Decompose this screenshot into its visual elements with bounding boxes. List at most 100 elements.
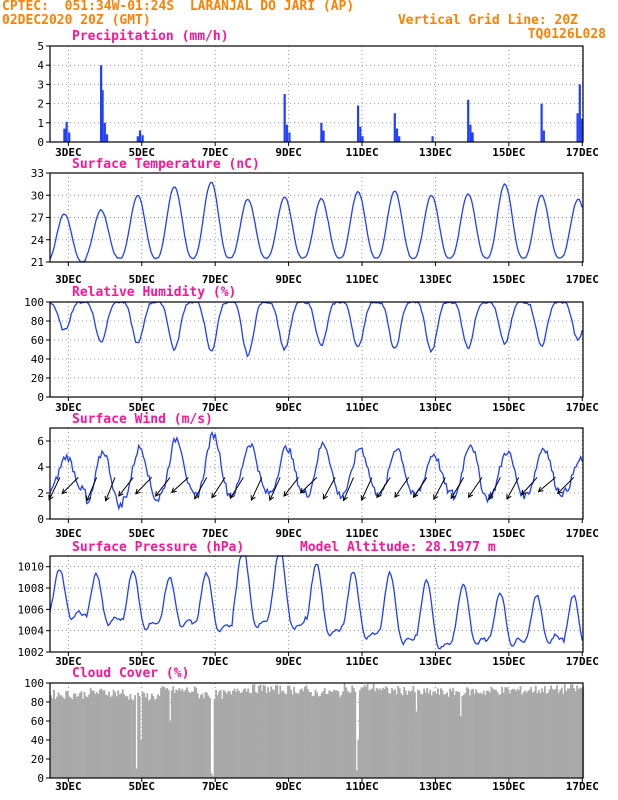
cloud-bar xyxy=(239,692,242,778)
x-tick-label: 11DEC xyxy=(345,273,378,286)
cloud-bar xyxy=(111,695,114,778)
x-tick-label: 13DEC xyxy=(419,780,452,793)
x-tick-label: 17DEC xyxy=(566,401,599,414)
cloud-bar xyxy=(254,691,257,778)
cloud-bar xyxy=(551,688,554,778)
cloud-bar xyxy=(248,693,251,778)
cloud-bar xyxy=(112,689,115,778)
cloud-bar xyxy=(571,684,574,778)
cloud-bar xyxy=(212,776,214,778)
x-tick-label: 15DEC xyxy=(492,780,525,793)
cloud-bar xyxy=(262,685,265,778)
cloud-bar xyxy=(141,691,144,778)
cloud-bar xyxy=(456,691,459,778)
cloud-bar xyxy=(82,698,84,778)
wind-arrow-head xyxy=(433,494,439,501)
cloud-bar xyxy=(495,689,497,778)
cloud-bar xyxy=(108,691,110,778)
cloud-bar xyxy=(302,691,305,778)
cloud-bar xyxy=(510,690,513,778)
cloud-bar xyxy=(120,693,123,778)
cloud-bar xyxy=(209,697,211,778)
wind-arrow-head xyxy=(556,488,563,495)
x-tick-label: 11DEC xyxy=(345,780,378,793)
x-tick-label: 7DEC xyxy=(202,273,229,286)
wind-arrow-head xyxy=(450,493,456,500)
wind-arrow xyxy=(171,477,189,493)
cloud-bar xyxy=(539,693,542,778)
cloud-bar xyxy=(187,691,190,778)
y-tick-label: 5 xyxy=(37,40,44,53)
cloud-bar xyxy=(406,694,409,778)
cloud-bar xyxy=(475,689,478,778)
cloud-bar xyxy=(565,691,568,778)
cloud-bar xyxy=(117,690,120,778)
cloud-bar xyxy=(550,685,552,778)
cloud-bar xyxy=(118,694,121,778)
cloud-bar xyxy=(452,687,455,778)
cloud-bar xyxy=(123,694,126,778)
cloud-bar xyxy=(305,685,308,778)
cloud-bar xyxy=(455,691,458,778)
cloud-bar xyxy=(446,692,448,778)
precip-bar xyxy=(288,132,291,142)
cloud-bar xyxy=(105,694,107,778)
panel-title-2: Relative Humidity (%) xyxy=(72,285,236,300)
cloud-bar xyxy=(114,692,117,778)
cloud-bar xyxy=(548,689,551,778)
cloud-bar xyxy=(331,691,334,778)
wind-arrow xyxy=(230,477,244,499)
cloud-bar xyxy=(366,684,369,778)
cloud-bar xyxy=(443,694,445,778)
panel-frame-5 xyxy=(49,682,584,779)
cloud-bar xyxy=(72,693,75,778)
cloud-bar xyxy=(400,693,403,778)
panel-title-1: Surface Temperature (nC) xyxy=(72,157,260,172)
cloud-bar xyxy=(441,690,444,778)
cloud-bar xyxy=(129,693,132,778)
series-line-4 xyxy=(49,555,583,650)
panel-title-0: Precipitation (mm/h) xyxy=(72,29,229,44)
cloud-bar xyxy=(170,690,173,778)
cloud-bar xyxy=(579,687,582,778)
y-tick-label: 6 xyxy=(37,435,44,448)
cloud-bar xyxy=(66,691,69,778)
precip-bar xyxy=(320,122,323,142)
panel-frame-2 xyxy=(49,301,584,398)
cloud-bar xyxy=(106,695,109,778)
cloud-bar xyxy=(573,688,575,778)
x-tick-label: 11DEC xyxy=(345,401,378,414)
x-tick-label: 5DEC xyxy=(129,146,156,159)
y-tick-label: 30 xyxy=(31,189,44,202)
x-tick-label: 17DEC xyxy=(566,780,599,793)
cloud-bar xyxy=(574,690,577,778)
wind-arrow-head xyxy=(171,487,177,494)
cloud-bar xyxy=(562,693,565,778)
cloud-bar xyxy=(161,686,164,778)
header-line2-right: Vertical Grid Line: 20Z xyxy=(397,13,578,28)
x-tick-label: 9DEC xyxy=(275,780,302,793)
precip-bar xyxy=(136,136,139,142)
cloud-bar xyxy=(536,693,539,778)
cloud-bar xyxy=(537,690,540,778)
cloud-bar xyxy=(380,690,383,778)
cloud-bar xyxy=(343,683,346,778)
cloud-bar xyxy=(250,693,253,778)
wind-arrow-head xyxy=(394,492,400,498)
cloud-bar xyxy=(403,686,406,778)
cloud-bar xyxy=(167,690,170,778)
cloud-bar xyxy=(169,721,172,778)
cloud-bar xyxy=(299,689,302,778)
wind-arrow xyxy=(155,477,171,497)
cloud-bar xyxy=(297,693,300,778)
cloud-bar xyxy=(409,691,412,778)
y-tick-label: 1010 xyxy=(18,561,45,574)
precip-bar xyxy=(103,122,106,142)
cloud-bar xyxy=(478,693,481,778)
precip-bar xyxy=(467,99,470,142)
wind-arrow xyxy=(557,477,575,494)
cloud-bar xyxy=(360,687,363,778)
y-tick-label: 27 xyxy=(31,212,44,225)
panel-title-3: Surface Wind (m/s) xyxy=(72,412,213,427)
cloud-bar xyxy=(227,691,230,778)
